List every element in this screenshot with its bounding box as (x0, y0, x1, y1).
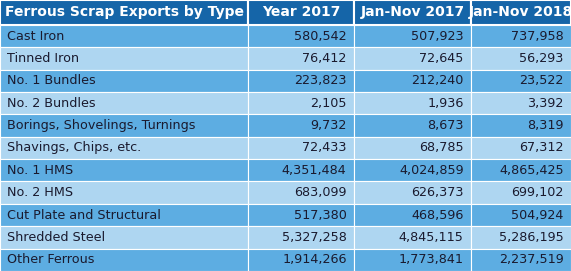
Text: Tinned Iron: Tinned Iron (7, 52, 79, 65)
Bar (0, 159, 248, 182)
Text: 2,237,519: 2,237,519 (499, 253, 564, 266)
Text: 3,392: 3,392 (527, 97, 564, 110)
Text: No. 1 HMS: No. 1 HMS (7, 164, 74, 177)
Bar (471, 182, 571, 204)
Bar (248, 25, 354, 47)
Bar (0, 204, 248, 226)
Bar (248, 92, 354, 114)
Text: 4,845,115: 4,845,115 (399, 231, 464, 244)
Bar (0, 0, 248, 25)
Bar (248, 204, 354, 226)
Text: 9,732: 9,732 (310, 119, 347, 132)
Text: 1,773,841: 1,773,841 (399, 253, 464, 266)
Bar (0, 70, 248, 92)
Bar (0, 182, 248, 204)
Text: 504,924: 504,924 (511, 209, 564, 222)
Text: Ferrous Scrap Exports by Type: Ferrous Scrap Exports by Type (5, 5, 244, 20)
Text: Cut Plate and Structural: Cut Plate and Structural (7, 209, 161, 222)
Text: 1,914,266: 1,914,266 (282, 253, 347, 266)
Text: 76,412: 76,412 (302, 52, 347, 65)
Text: Shredded Steel: Shredded Steel (7, 231, 106, 244)
Text: 68,785: 68,785 (419, 141, 464, 154)
Text: 626,373: 626,373 (411, 186, 464, 199)
Bar (248, 114, 354, 137)
Text: 4,865,425: 4,865,425 (499, 164, 564, 177)
Text: 683,099: 683,099 (294, 186, 347, 199)
Bar (471, 0, 571, 25)
Bar (471, 204, 571, 226)
Bar (471, 159, 571, 182)
Text: Other Ferrous: Other Ferrous (7, 253, 95, 266)
Text: 23,522: 23,522 (519, 74, 564, 87)
Bar (354, 226, 471, 249)
Text: 737,958: 737,958 (511, 30, 564, 43)
Text: 5,286,195: 5,286,195 (499, 231, 564, 244)
Bar (354, 137, 471, 159)
Bar (471, 47, 571, 70)
Text: 5,327,258: 5,327,258 (282, 231, 347, 244)
Bar (0, 25, 248, 47)
Bar (248, 47, 354, 70)
Bar (0, 249, 248, 271)
Bar (248, 249, 354, 271)
Bar (471, 70, 571, 92)
Text: Cast Iron: Cast Iron (7, 30, 65, 43)
Text: Year 2017: Year 2017 (262, 5, 340, 20)
Bar (248, 137, 354, 159)
Text: 468,596: 468,596 (411, 209, 464, 222)
Bar (354, 25, 471, 47)
Bar (354, 70, 471, 92)
Text: 4,351,484: 4,351,484 (282, 164, 347, 177)
Text: 8,673: 8,673 (427, 119, 464, 132)
Bar (248, 70, 354, 92)
Bar (354, 249, 471, 271)
Text: Borings, Shovelings, Turnings: Borings, Shovelings, Turnings (7, 119, 196, 132)
Bar (248, 226, 354, 249)
Bar (354, 182, 471, 204)
Text: No. 1 Bundles: No. 1 Bundles (7, 74, 96, 87)
Bar (354, 92, 471, 114)
Text: 223,823: 223,823 (294, 74, 347, 87)
Text: 8,319: 8,319 (527, 119, 564, 132)
Text: 72,433: 72,433 (302, 141, 347, 154)
Bar (0, 92, 248, 114)
Text: 2,105: 2,105 (310, 97, 347, 110)
Bar (471, 92, 571, 114)
Text: 67,312: 67,312 (519, 141, 564, 154)
Text: 56,293: 56,293 (519, 52, 564, 65)
Text: No. 2 HMS: No. 2 HMS (7, 186, 74, 199)
Text: 4,024,859: 4,024,859 (399, 164, 464, 177)
Bar (471, 137, 571, 159)
Bar (0, 47, 248, 70)
Bar (354, 47, 471, 70)
Bar (248, 0, 354, 25)
Text: Jan-Nov 2018: Jan-Nov 2018 (469, 5, 571, 20)
Bar (471, 226, 571, 249)
Bar (354, 204, 471, 226)
Text: Jan-Nov 2017: Jan-Nov 2017 (360, 5, 465, 20)
Text: 72,645: 72,645 (419, 52, 464, 65)
Text: Shavings, Chips, etc.: Shavings, Chips, etc. (7, 141, 142, 154)
Bar (0, 137, 248, 159)
Bar (248, 182, 354, 204)
Text: No. 2 Bundles: No. 2 Bundles (7, 97, 96, 110)
Text: 699,102: 699,102 (511, 186, 564, 199)
Bar (0, 114, 248, 137)
Bar (471, 249, 571, 271)
Bar (354, 0, 471, 25)
Bar (354, 114, 471, 137)
Text: 212,240: 212,240 (411, 74, 464, 87)
Text: 507,923: 507,923 (411, 30, 464, 43)
Text: 580,542: 580,542 (294, 30, 347, 43)
Bar (354, 159, 471, 182)
Bar (0, 226, 248, 249)
Bar (471, 114, 571, 137)
Bar (471, 25, 571, 47)
Text: 1,936: 1,936 (427, 97, 464, 110)
Bar (248, 159, 354, 182)
Text: 517,380: 517,380 (293, 209, 347, 222)
